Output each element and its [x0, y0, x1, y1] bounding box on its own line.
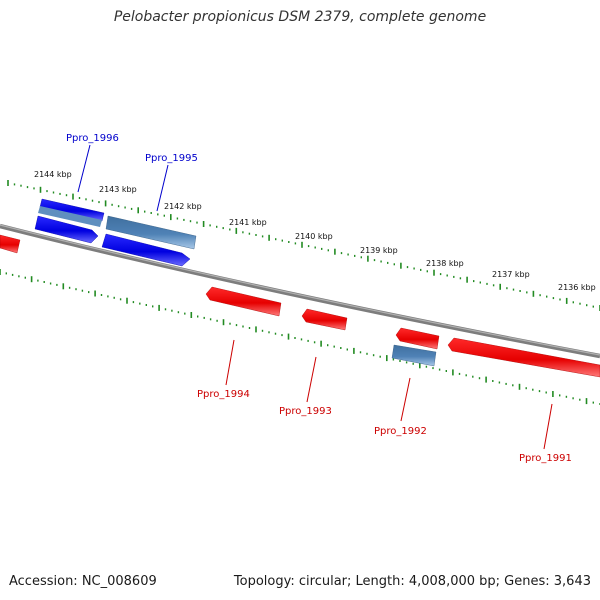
- gene-ppro-1993[interactable]: [301, 308, 348, 331]
- scale-label-2137-kbp: 2137 kbp: [492, 270, 530, 279]
- scale-labels: 2144 kbp 2143 kbp 2142 kbp 2141 kbp 2140…: [34, 170, 596, 292]
- scale-label-2136-kbp: 2136 kbp: [558, 283, 596, 292]
- leader-line-ppro-1993: [306, 356, 317, 403]
- gene-ppro-1996[interactable]: [39, 198, 105, 222]
- genome-backbone-highlight: [0, 224, 600, 356]
- scale-label-2140-kbp: 2140 kbp: [295, 232, 333, 241]
- gene-ppro-1994[interactable]: [205, 286, 282, 317]
- gene-ppro-1996-inner[interactable]: [38, 206, 102, 227]
- reverse-genes: [0, 234, 600, 378]
- leader-line-ppro-1991: [543, 403, 553, 450]
- map-title: Pelobacter propionicus DSM 2379, complet…: [113, 9, 487, 25]
- scale-label-2141-kbp: 2141 kbp: [229, 218, 267, 227]
- gene-forward-arrow-2[interactable]: [101, 233, 191, 267]
- gene-forward-arrow-1[interactable]: [34, 215, 99, 244]
- label-ppro-1994: Ppro_1994: [197, 389, 250, 400]
- forward-genes: [34, 198, 197, 267]
- leader-line-ppro-1995: [156, 164, 169, 212]
- label-ppro-1993: Ppro_1993: [279, 406, 332, 417]
- leader-line-ppro-1992: [400, 377, 411, 422]
- label-leader-lines: [77, 144, 553, 450]
- scale-label-2138-kbp: 2138 kbp: [426, 259, 464, 268]
- label-ppro-1996: Ppro_1996: [66, 133, 119, 144]
- scale-label-2142-kbp: 2142 kbp: [164, 202, 202, 211]
- gene-edge-left[interactable]: [0, 234, 21, 254]
- scale-label-2143-kbp: 2143 kbp: [99, 185, 137, 194]
- scale-label-2144-kbp: 2144 kbp: [34, 170, 72, 179]
- gene-ppro-1991[interactable]: [447, 337, 600, 378]
- gene-ppro-1995[interactable]: [105, 215, 197, 250]
- gene-ppro-1992-red[interactable]: [395, 327, 440, 350]
- inner-tick-marks: [0, 269, 600, 405]
- topology-label: Topology: circular; Length: 4,008,000 bp…: [233, 574, 591, 589]
- outer-tick-marks: [7, 180, 600, 311]
- scale-label-2139-kbp: 2139 kbp: [360, 246, 398, 255]
- label-ppro-1992: Ppro_1992: [374, 426, 427, 437]
- label-ppro-1995: Ppro_1995: [145, 153, 198, 164]
- leader-line-ppro-1994: [225, 339, 235, 386]
- label-ppro-1991: Ppro_1991: [519, 453, 572, 464]
- accession-label: Accession: NC_008609: [9, 574, 157, 589]
- leader-line-ppro-1996: [77, 144, 91, 193]
- gene-ppro-1992[interactable]: [391, 344, 437, 367]
- gene-labels: Ppro_1996 Ppro_1995 Ppro_1994 Ppro_1993 …: [66, 133, 572, 464]
- genome-backbone: [0, 223, 600, 359]
